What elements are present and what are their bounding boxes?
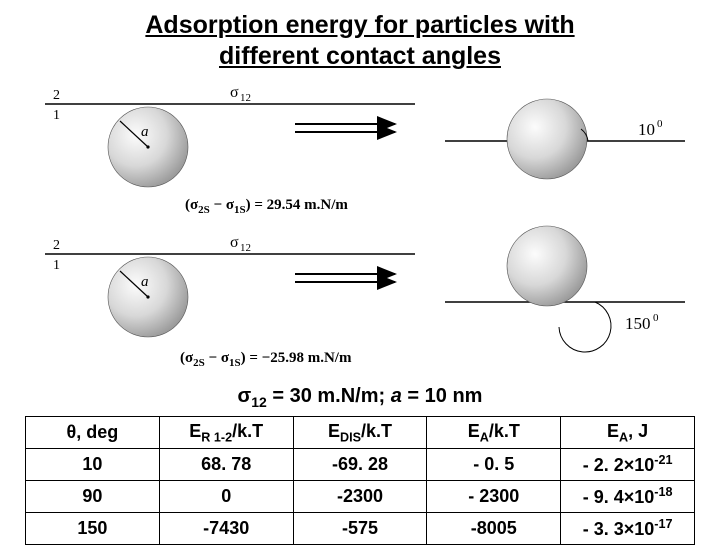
table-row: 10 68. 78 -69. 28 - 0. 5 - 2. 2×10-21 — [26, 449, 695, 481]
cell: - 2. 2×10-21 — [561, 449, 695, 481]
cell: -2300 — [293, 481, 427, 513]
svg-text:(σ2S − σ1S) = −25.98 m.N/m: (σ2S − σ1S) = −25.98 m.N/m — [180, 350, 352, 369]
radius-value: = 10 nm — [402, 385, 483, 407]
svg-text:a: a — [141, 274, 149, 290]
svg-text:a: a — [141, 124, 149, 140]
cell: - 0. 5 — [427, 449, 561, 481]
title-line-1: Adsorption energy for particles with — [145, 11, 574, 39]
svg-text:12: 12 — [240, 242, 251, 254]
svg-text:σ: σ — [230, 234, 239, 251]
svg-text:12: 12 — [240, 92, 251, 104]
cell: - 9. 4×10-18 — [561, 481, 695, 513]
sigma-value: = 30 m.N/m; — [267, 385, 391, 407]
cell: 90 — [26, 481, 160, 513]
diagram-svg: 2 1 σ 12 a 10 0 (σ2S − σ1S) = 29.54 m.N/… — [25, 79, 695, 379]
svg-text:(σ2S − σ1S) = 29.54 m.N/m: (σ2S − σ1S) = 29.54 m.N/m — [185, 197, 348, 216]
svg-text:0: 0 — [653, 312, 659, 324]
svg-text:σ: σ — [230, 84, 239, 101]
table-row: 90 0 -2300 - 2300 - 9. 4×10-18 — [26, 481, 695, 513]
table-body: 10 68. 78 -69. 28 - 0. 5 - 2. 2×10-21 90… — [26, 449, 695, 545]
cell: 10 — [26, 449, 160, 481]
svg-text:1: 1 — [53, 258, 60, 273]
diagram-area: 2 1 σ 12 a 10 0 (σ2S − σ1S) = 29.54 m.N/… — [25, 79, 695, 379]
sigma-sub: 12 — [251, 394, 267, 410]
sigma-symbol: σ — [238, 385, 252, 407]
radius-symbol: a — [391, 385, 402, 407]
cell: 0 — [159, 481, 293, 513]
cell: -69. 28 — [293, 449, 427, 481]
col-ea-j: EA, J — [561, 416, 695, 449]
svg-text:0: 0 — [657, 118, 663, 130]
svg-text:2: 2 — [53, 88, 60, 103]
svg-text:150: 150 — [625, 314, 651, 333]
col-ea-kt: EA/k.T — [427, 416, 561, 449]
col-theta: θ, deg — [26, 416, 160, 449]
svg-text:1: 1 — [53, 108, 60, 123]
table-header-row: θ, deg ER 1-2/k.T EDIS/k.T EA/k.T EA, J — [26, 416, 695, 449]
col-edis: EDIS/k.T — [293, 416, 427, 449]
cell: 68. 78 — [159, 449, 293, 481]
page-title: Adsorption energy for particles with dif… — [25, 10, 695, 73]
mid-parameters: σ12 = 30 m.N/m; a = 10 nm — [25, 385, 695, 410]
svg-text:2: 2 — [53, 238, 60, 253]
col-er12: ER 1-2/k.T — [159, 416, 293, 449]
svg-text:10: 10 — [638, 120, 655, 139]
energy-table: θ, deg ER 1-2/k.T EDIS/k.T EA/k.T EA, J … — [25, 416, 695, 545]
title-line-2: different contact angles — [219, 42, 501, 70]
cell: - 2300 — [427, 481, 561, 513]
